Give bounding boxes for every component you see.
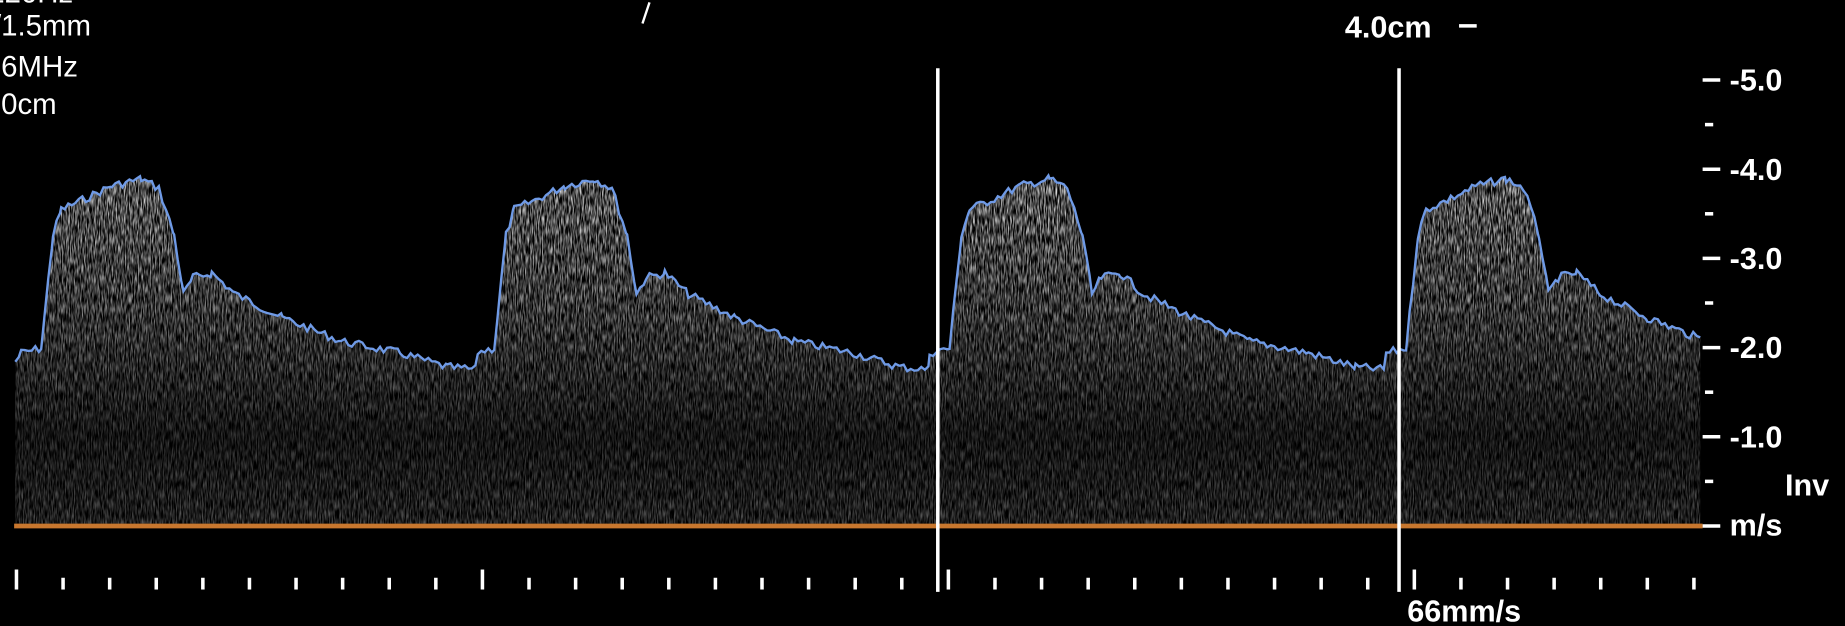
- invert-label: Inv: [1785, 468, 1829, 502]
- scale-label: -2.0: [1730, 331, 1783, 365]
- sweep-speed: 66mm/s: [1407, 594, 1521, 626]
- scale-label: -3.0: [1730, 242, 1783, 276]
- scale-label: -5.0: [1730, 64, 1783, 98]
- scale-label: -4.0: [1730, 153, 1783, 187]
- depth-label: 4.0cm: [1345, 11, 1432, 45]
- header-line: /1.5mm: [0, 9, 91, 42]
- scale-unit: m/s: [1730, 508, 1783, 542]
- scale-label: -1.0: [1730, 420, 1783, 454]
- doppler-screen: -5.0-4.0-3.0-2.0-1.0 120Hz /1.5mm .6MHz …: [0, 0, 1845, 626]
- header-line: 120Hz: [0, 0, 73, 9]
- header-line: .0cm: [0, 88, 57, 121]
- page: -5.0-4.0-3.0-2.0-1.0 120Hz /1.5mm .6MHz …: [0, 0, 1845, 626]
- header-line: .6MHz: [0, 50, 78, 83]
